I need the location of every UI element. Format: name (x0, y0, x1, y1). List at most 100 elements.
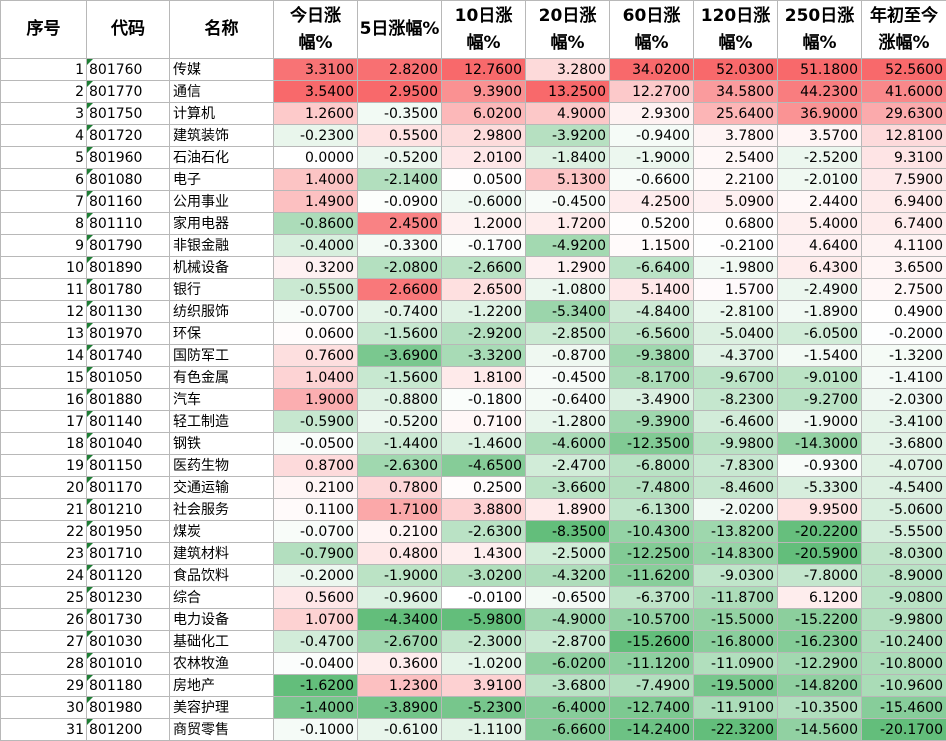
cell-code[interactable]: 801030 (86, 630, 170, 653)
cell-120d[interactable]: -8.2300 (693, 388, 778, 411)
cell-20d[interactable]: 5.1300 (525, 168, 610, 191)
cell-5d[interactable]: -0.7400 (357, 300, 442, 323)
cell-10d[interactable]: 2.9800 (441, 124, 526, 147)
cell-today[interactable]: -0.2000 (273, 564, 358, 587)
cell-ytd[interactable]: -5.0600 (861, 498, 946, 521)
cell-code[interactable]: 801180 (86, 674, 170, 697)
cell-20d[interactable]: -6.4000 (525, 696, 610, 719)
cell-120d[interactable]: 25.6400 (693, 102, 778, 125)
cell-code[interactable]: 801960 (86, 146, 170, 169)
cell-120d[interactable]: 3.7800 (693, 124, 778, 147)
cell-10d[interactable]: 3.9100 (441, 674, 526, 697)
cell-10d[interactable]: -2.9200 (441, 322, 526, 345)
cell-60d[interactable]: -12.3500 (609, 432, 694, 455)
cell-name[interactable]: 石油石化 (169, 146, 274, 169)
cell-60d[interactable]: -6.8000 (609, 454, 694, 477)
cell-today[interactable]: 0.3200 (273, 256, 358, 279)
cell-name[interactable]: 有色金属 (169, 366, 274, 389)
cell-5d[interactable]: 1.2300 (357, 674, 442, 697)
cell-index[interactable]: 5 (0, 146, 87, 169)
cell-5d[interactable]: 2.6600 (357, 278, 442, 301)
cell-250d[interactable]: -14.3000 (777, 432, 862, 455)
cell-60d[interactable]: 1.1500 (609, 234, 694, 257)
cell-20d[interactable]: -3.9200 (525, 124, 610, 147)
cell-60d[interactable]: -6.1300 (609, 498, 694, 521)
cell-code[interactable]: 801750 (86, 102, 170, 125)
cell-name[interactable]: 通信 (169, 80, 274, 103)
cell-120d[interactable]: 1.5700 (693, 278, 778, 301)
cell-10d[interactable]: -1.0200 (441, 652, 526, 675)
cell-20d[interactable]: 1.7200 (525, 212, 610, 235)
cell-5d[interactable]: -4.3400 (357, 608, 442, 631)
cell-index[interactable]: 6 (0, 168, 87, 191)
cell-today[interactable]: 1.9000 (273, 388, 358, 411)
cell-10d[interactable]: -5.2300 (441, 696, 526, 719)
cell-today[interactable]: 1.0400 (273, 366, 358, 389)
cell-10d[interactable]: 1.2000 (441, 212, 526, 235)
cell-code[interactable]: 801200 (86, 718, 170, 741)
cell-120d[interactable]: -8.4600 (693, 476, 778, 499)
cell-today[interactable]: 1.0700 (273, 608, 358, 631)
cell-60d[interactable]: -14.2400 (609, 718, 694, 741)
cell-60d[interactable]: -3.4900 (609, 388, 694, 411)
cell-10d[interactable]: 9.3900 (441, 80, 526, 103)
cell-20d[interactable]: -8.3500 (525, 520, 610, 543)
cell-index[interactable]: 24 (0, 564, 87, 587)
cell-code[interactable]: 801010 (86, 652, 170, 675)
cell-250d[interactable]: -2.0100 (777, 168, 862, 191)
cell-5d[interactable]: -1.9000 (357, 564, 442, 587)
cell-code[interactable]: 801740 (86, 344, 170, 367)
cell-ytd[interactable]: -0.2000 (861, 322, 946, 345)
cell-10d[interactable]: -4.6500 (441, 454, 526, 477)
cell-60d[interactable]: -7.4900 (609, 674, 694, 697)
cell-20d[interactable]: -4.3200 (525, 564, 610, 587)
cell-today[interactable]: 1.2600 (273, 102, 358, 125)
cell-today[interactable]: 1.4000 (273, 168, 358, 191)
cell-120d[interactable]: -11.0900 (693, 652, 778, 675)
cell-5d[interactable]: 1.7100 (357, 498, 442, 521)
cell-index[interactable]: 23 (0, 542, 87, 565)
cell-20d[interactable]: -1.2800 (525, 410, 610, 433)
cell-today[interactable]: -0.7900 (273, 542, 358, 565)
cell-name[interactable]: 钢铁 (169, 432, 274, 455)
cell-10d[interactable]: -0.0100 (441, 586, 526, 609)
cell-name[interactable]: 农林牧渔 (169, 652, 274, 675)
cell-ytd[interactable]: -4.5400 (861, 476, 946, 499)
cell-20d[interactable]: 1.8900 (525, 498, 610, 521)
header-cell-ytd[interactable]: 年初至今涨幅% (861, 0, 946, 59)
cell-20d[interactable]: 1.2900 (525, 256, 610, 279)
cell-code[interactable]: 801880 (86, 388, 170, 411)
cell-10d[interactable]: -3.0200 (441, 564, 526, 587)
cell-index[interactable]: 10 (0, 256, 87, 279)
cell-10d[interactable]: 2.0100 (441, 146, 526, 169)
cell-ytd[interactable]: -15.4600 (861, 696, 946, 719)
cell-60d[interactable]: -8.1700 (609, 366, 694, 389)
cell-10d[interactable]: 6.0200 (441, 102, 526, 125)
cell-250d[interactable]: -9.0100 (777, 366, 862, 389)
cell-250d[interactable]: 9.9500 (777, 498, 862, 521)
cell-ytd[interactable]: -8.0300 (861, 542, 946, 565)
cell-120d[interactable]: -13.8200 (693, 520, 778, 543)
cell-code[interactable]: 801760 (86, 58, 170, 81)
cell-10d[interactable]: 0.7100 (441, 410, 526, 433)
cell-120d[interactable]: -9.9800 (693, 432, 778, 455)
cell-10d[interactable]: -1.4600 (441, 432, 526, 455)
cell-60d[interactable]: -7.4800 (609, 476, 694, 499)
cell-name[interactable]: 轻工制造 (169, 410, 274, 433)
cell-ytd[interactable]: 3.6500 (861, 256, 946, 279)
cell-250d[interactable]: -2.5200 (777, 146, 862, 169)
cell-name[interactable]: 基础化工 (169, 630, 274, 653)
cell-120d[interactable]: -16.8000 (693, 630, 778, 653)
header-cell-name[interactable]: 名称 (169, 0, 274, 59)
cell-code[interactable]: 801950 (86, 520, 170, 543)
cell-index[interactable]: 12 (0, 300, 87, 323)
cell-10d[interactable]: 12.7600 (441, 58, 526, 81)
cell-today[interactable]: 3.3100 (273, 58, 358, 81)
cell-index[interactable]: 1 (0, 58, 87, 81)
cell-120d[interactable]: -2.0200 (693, 498, 778, 521)
cell-20d[interactable]: -5.3400 (525, 300, 610, 323)
cell-index[interactable]: 21 (0, 498, 87, 521)
header-cell-20d[interactable]: 20日涨幅% (525, 0, 610, 59)
cell-name[interactable]: 国防军工 (169, 344, 274, 367)
cell-250d[interactable]: -1.5400 (777, 344, 862, 367)
